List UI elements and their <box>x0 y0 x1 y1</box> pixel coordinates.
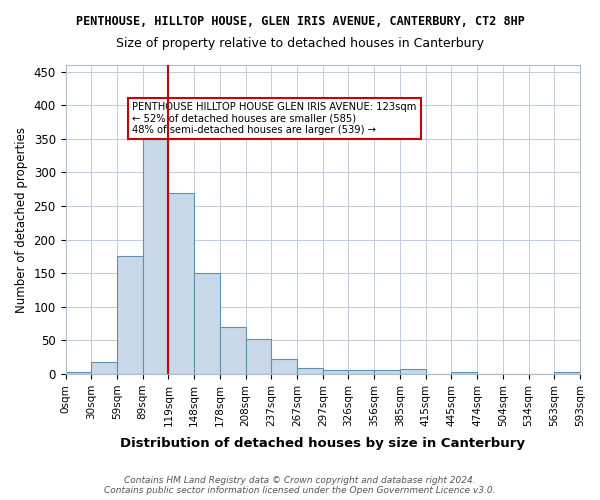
Bar <box>169 192 194 374</box>
Bar <box>220 327 245 374</box>
Text: PENTHOUSE HILLTOP HOUSE GLEN IRIS AVENUE: 123sqm
← 52% of detached houses are sm: PENTHOUSE HILLTOP HOUSE GLEN IRIS AVENUE… <box>133 102 417 136</box>
Bar <box>65 372 91 374</box>
Bar <box>143 139 169 374</box>
Bar <box>323 370 349 374</box>
Bar <box>117 256 143 374</box>
Bar <box>554 372 580 374</box>
Bar <box>245 339 271 374</box>
Bar <box>91 362 117 374</box>
Bar <box>400 370 425 374</box>
Bar <box>297 368 323 374</box>
Bar <box>451 372 477 374</box>
Text: PENTHOUSE, HILLTOP HOUSE, GLEN IRIS AVENUE, CANTERBURY, CT2 8HP: PENTHOUSE, HILLTOP HOUSE, GLEN IRIS AVEN… <box>76 15 524 28</box>
Bar <box>271 360 297 374</box>
Text: Contains HM Land Registry data © Crown copyright and database right 2024.
Contai: Contains HM Land Registry data © Crown c… <box>104 476 496 495</box>
Text: Size of property relative to detached houses in Canterbury: Size of property relative to detached ho… <box>116 38 484 51</box>
X-axis label: Distribution of detached houses by size in Canterbury: Distribution of detached houses by size … <box>120 437 525 450</box>
Bar <box>349 370 374 374</box>
Y-axis label: Number of detached properties: Number of detached properties <box>15 126 28 312</box>
Bar <box>374 370 400 374</box>
Bar <box>194 274 220 374</box>
